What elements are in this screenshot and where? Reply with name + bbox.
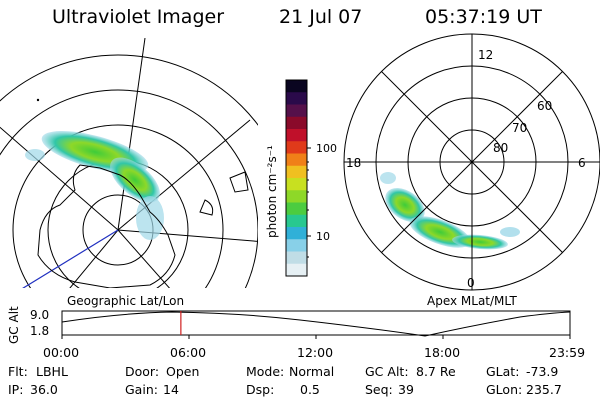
param-ip-key: IP: bbox=[8, 382, 24, 397]
param-glon-value: 235.7 bbox=[526, 382, 562, 397]
mlt-label-6: 6 bbox=[578, 156, 586, 170]
param-glat-value: -73.9 bbox=[526, 364, 559, 379]
param-flt-key: Flt: bbox=[8, 364, 28, 379]
colorbar-cell bbox=[286, 202, 307, 216]
island-dot bbox=[36, 98, 40, 102]
meridian-line bbox=[117, 229, 171, 288]
colorbar-cell bbox=[286, 190, 307, 203]
mlt-label-12: 12 bbox=[478, 48, 493, 62]
colorbar-cell bbox=[286, 116, 307, 130]
colorbar-cell bbox=[286, 141, 307, 154]
param-gcalt-key: GC Alt: bbox=[365, 364, 409, 379]
meridian-line bbox=[0, 126, 119, 231]
mlt-label-0: 0 bbox=[467, 276, 475, 290]
antarctica-coastline bbox=[37, 164, 176, 288]
param-seq-key: Seq: bbox=[365, 382, 393, 397]
instrument-title: Ultraviolet Imager bbox=[52, 6, 225, 28]
timeline-xtick: 00:00 bbox=[43, 345, 79, 360]
altitude-curve bbox=[61, 311, 571, 337]
altitude-timeline: GC Alt 9.0 1.8 00:00 06:00 12:00 18:00 2… bbox=[7, 306, 585, 360]
colorbar-tick-100: 100 bbox=[316, 142, 337, 155]
param-dsp-key: Dsp: bbox=[246, 382, 275, 397]
colorbar-cell bbox=[286, 104, 307, 118]
mlat-label-60: 60 bbox=[537, 99, 552, 113]
lat-circle-40 bbox=[0, 54, 258, 126]
param-gcalt-value: 8.7 Re bbox=[416, 364, 456, 379]
timeline-ymin: 1.8 bbox=[30, 324, 49, 338]
param-ip-value: 36.0 bbox=[30, 382, 58, 397]
mlt-label-18: 18 bbox=[346, 156, 361, 170]
timeline-ymax: 9.0 bbox=[30, 308, 49, 322]
colorbar-frame bbox=[285, 79, 308, 277]
param-door-key: Door: bbox=[125, 364, 160, 379]
meridian-line bbox=[69, 229, 119, 288]
colorbar-cell bbox=[286, 214, 307, 228]
param-gain-key: Gain: bbox=[125, 382, 158, 397]
subsatellite-meridian bbox=[22, 229, 119, 288]
timeline-frame bbox=[61, 310, 571, 336]
timeline-xtick: 12:00 bbox=[297, 345, 333, 360]
param-seq-value: 39 bbox=[398, 382, 414, 397]
left-map-label: Geographic Lat/Lon bbox=[67, 294, 184, 308]
colorbar-cell bbox=[286, 165, 307, 179]
date-label: 21 Jul 07 bbox=[279, 6, 363, 28]
timeline-xtick: 18:00 bbox=[424, 345, 460, 360]
magnetic-polar-map: 12 18 6 0 60 70 80 bbox=[343, 33, 600, 291]
param-mode-value: Normal bbox=[289, 364, 335, 379]
lat-circle-60 bbox=[12, 124, 224, 288]
colorbar-cell bbox=[286, 178, 307, 191]
coastline bbox=[199, 171, 249, 216]
colorbar-cell bbox=[286, 239, 307, 252]
colorbar-cell bbox=[286, 92, 307, 105]
colorbar-cell bbox=[286, 251, 307, 265]
colorbar-tick-10: 10 bbox=[316, 230, 330, 243]
time-label: 05:37:19 UT bbox=[425, 6, 542, 28]
param-glon-key: GLon: bbox=[486, 382, 523, 397]
param-glat-key: GLat: bbox=[486, 364, 520, 379]
timeline-xtick: 06:00 bbox=[170, 345, 206, 360]
colorbar bbox=[286, 80, 307, 277]
timeline-xtick: 23:59 bbox=[549, 345, 585, 360]
aurora-emission-geo bbox=[25, 130, 164, 240]
param-door-value: Open bbox=[166, 364, 200, 379]
colorbar-cell bbox=[286, 153, 307, 167]
mlat-label-70: 70 bbox=[512, 121, 527, 135]
param-gain-value: 14 bbox=[163, 382, 179, 397]
timeline-ylabel: GC Alt bbox=[7, 306, 21, 344]
colorbar-cell bbox=[286, 80, 307, 93]
right-map-label: Apex MLat/MLT bbox=[427, 294, 517, 308]
colorbar-unit-label: photon cm⁻²s⁻¹ bbox=[265, 145, 279, 238]
aurora-emission-mag bbox=[380, 172, 520, 250]
colorbar-ticks bbox=[307, 147, 311, 258]
param-dsp-value: 0.5 bbox=[300, 382, 320, 397]
param-flt-value: LBHL bbox=[36, 364, 68, 379]
mlt-line-diagonal bbox=[381, 71, 563, 253]
colorbar-cell bbox=[286, 129, 307, 142]
meridian-line bbox=[117, 38, 146, 231]
param-mode-key: Mode: bbox=[246, 364, 285, 379]
lat-circle-50 bbox=[0, 89, 258, 288]
colorbar-cell bbox=[286, 227, 307, 240]
mlat-label-80: 80 bbox=[493, 141, 508, 155]
geographic-map bbox=[0, 38, 258, 288]
colorbar-cell bbox=[286, 263, 307, 277]
timeline-ticks bbox=[61, 335, 571, 339]
